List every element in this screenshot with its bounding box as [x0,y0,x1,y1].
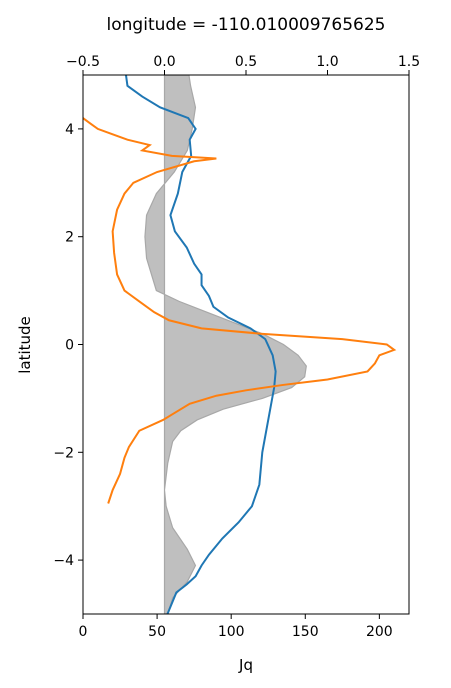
series-line-orange [83,117,397,504]
top-x-tick-label: 0.5 [235,54,257,70]
y-tick-label: −2 [53,445,74,461]
shaded-area [144,75,307,614]
y-tick-label: 4 [65,122,74,138]
x-tick-label: 150 [292,624,319,640]
x-tick-label: 200 [366,624,393,640]
y-tick-label: 0 [65,338,74,354]
x-tick-label: 50 [148,624,166,640]
y-axis: −4 −2 0 2 4 [53,122,83,569]
x-tick-label: 0 [79,624,88,640]
x-axis-top: −0.5 0.0 0.5 1.0 1.5 [66,54,420,75]
x-axis-bottom: 0 50 100 150 200 [79,614,393,640]
top-x-tick-label: 1.0 [316,54,338,70]
x-axis-label: Jq [238,656,253,674]
top-x-tick-label: −0.5 [66,54,100,70]
x-tick-label: 100 [218,624,245,640]
series-line-blue [124,75,277,614]
plot-area [83,75,397,614]
top-x-tick-label: 0.0 [153,54,175,70]
y-tick-label: −4 [53,553,74,569]
y-axis-label: latitude [16,316,34,374]
top-x-tick-label: 1.5 [398,54,420,70]
chart-title: longitude = -110.010009765625 [107,15,386,35]
y-tick-label: 2 [65,230,74,246]
